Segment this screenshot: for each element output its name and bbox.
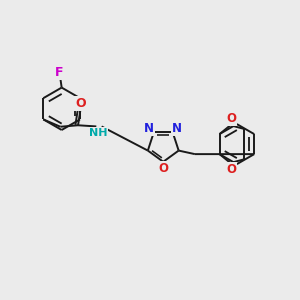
- Text: N: N: [144, 122, 154, 135]
- Text: O: O: [226, 112, 237, 125]
- Text: O: O: [226, 163, 237, 176]
- Text: N: N: [172, 122, 182, 135]
- Text: O: O: [158, 162, 168, 175]
- Text: NH: NH: [88, 128, 107, 138]
- Text: O: O: [75, 97, 86, 110]
- Text: F: F: [56, 66, 64, 79]
